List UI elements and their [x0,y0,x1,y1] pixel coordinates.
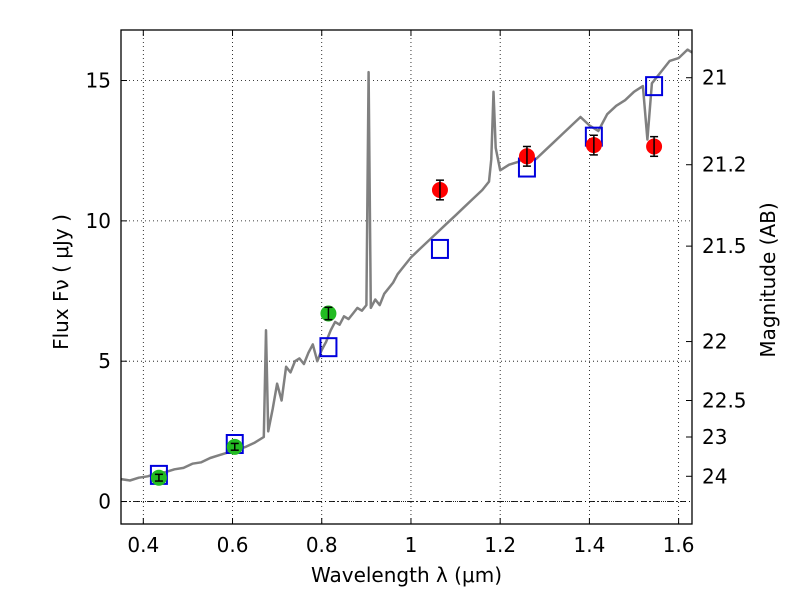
plot-frame [120,29,693,525]
model-square [430,238,449,259]
y-tick-label: 10 [86,209,111,233]
x-tick-label: 1.6 [663,533,695,557]
y2-tick-label: 22 [702,330,727,354]
axis-ticks: 0.4 0.6 0.8 1 1.2 1.4 1.6 0 5 10 15 21 21.2 21.5 22 22.… [86,30,747,557]
model-square [645,76,664,97]
data-series [120,48,693,486]
y2-tick-label: 24 [702,464,727,488]
x-tick-label: 0.8 [306,533,338,557]
y-tick-label: 5 [98,349,111,373]
x-axis-label: Wavelength λ (μm) [311,563,502,587]
grid [121,30,692,524]
x-tick-label: 0.6 [217,533,249,557]
y2-axis-label: Magnitude (AB) [756,202,780,357]
y2-tick-label: 22.5 [702,389,747,413]
y-tick-label: 0 [98,490,111,514]
x-tick-label: 1 [405,533,418,557]
x-tick-label: 1.4 [573,533,605,557]
y-tick-label: 15 [86,69,111,93]
y2-tick-label: 21.5 [702,234,747,258]
y2-tick-label: 21.2 [702,153,747,177]
y2-tick-label: 23 [702,425,727,449]
model-square [319,337,338,358]
spectrum-line [120,48,693,482]
y2-tick-label: 21 [702,66,727,90]
x-tick-label: 1.2 [484,533,516,557]
x-tick-label: 0.4 [127,533,159,557]
y-axis-label: Flux Fν ( μJy ) [49,214,73,350]
